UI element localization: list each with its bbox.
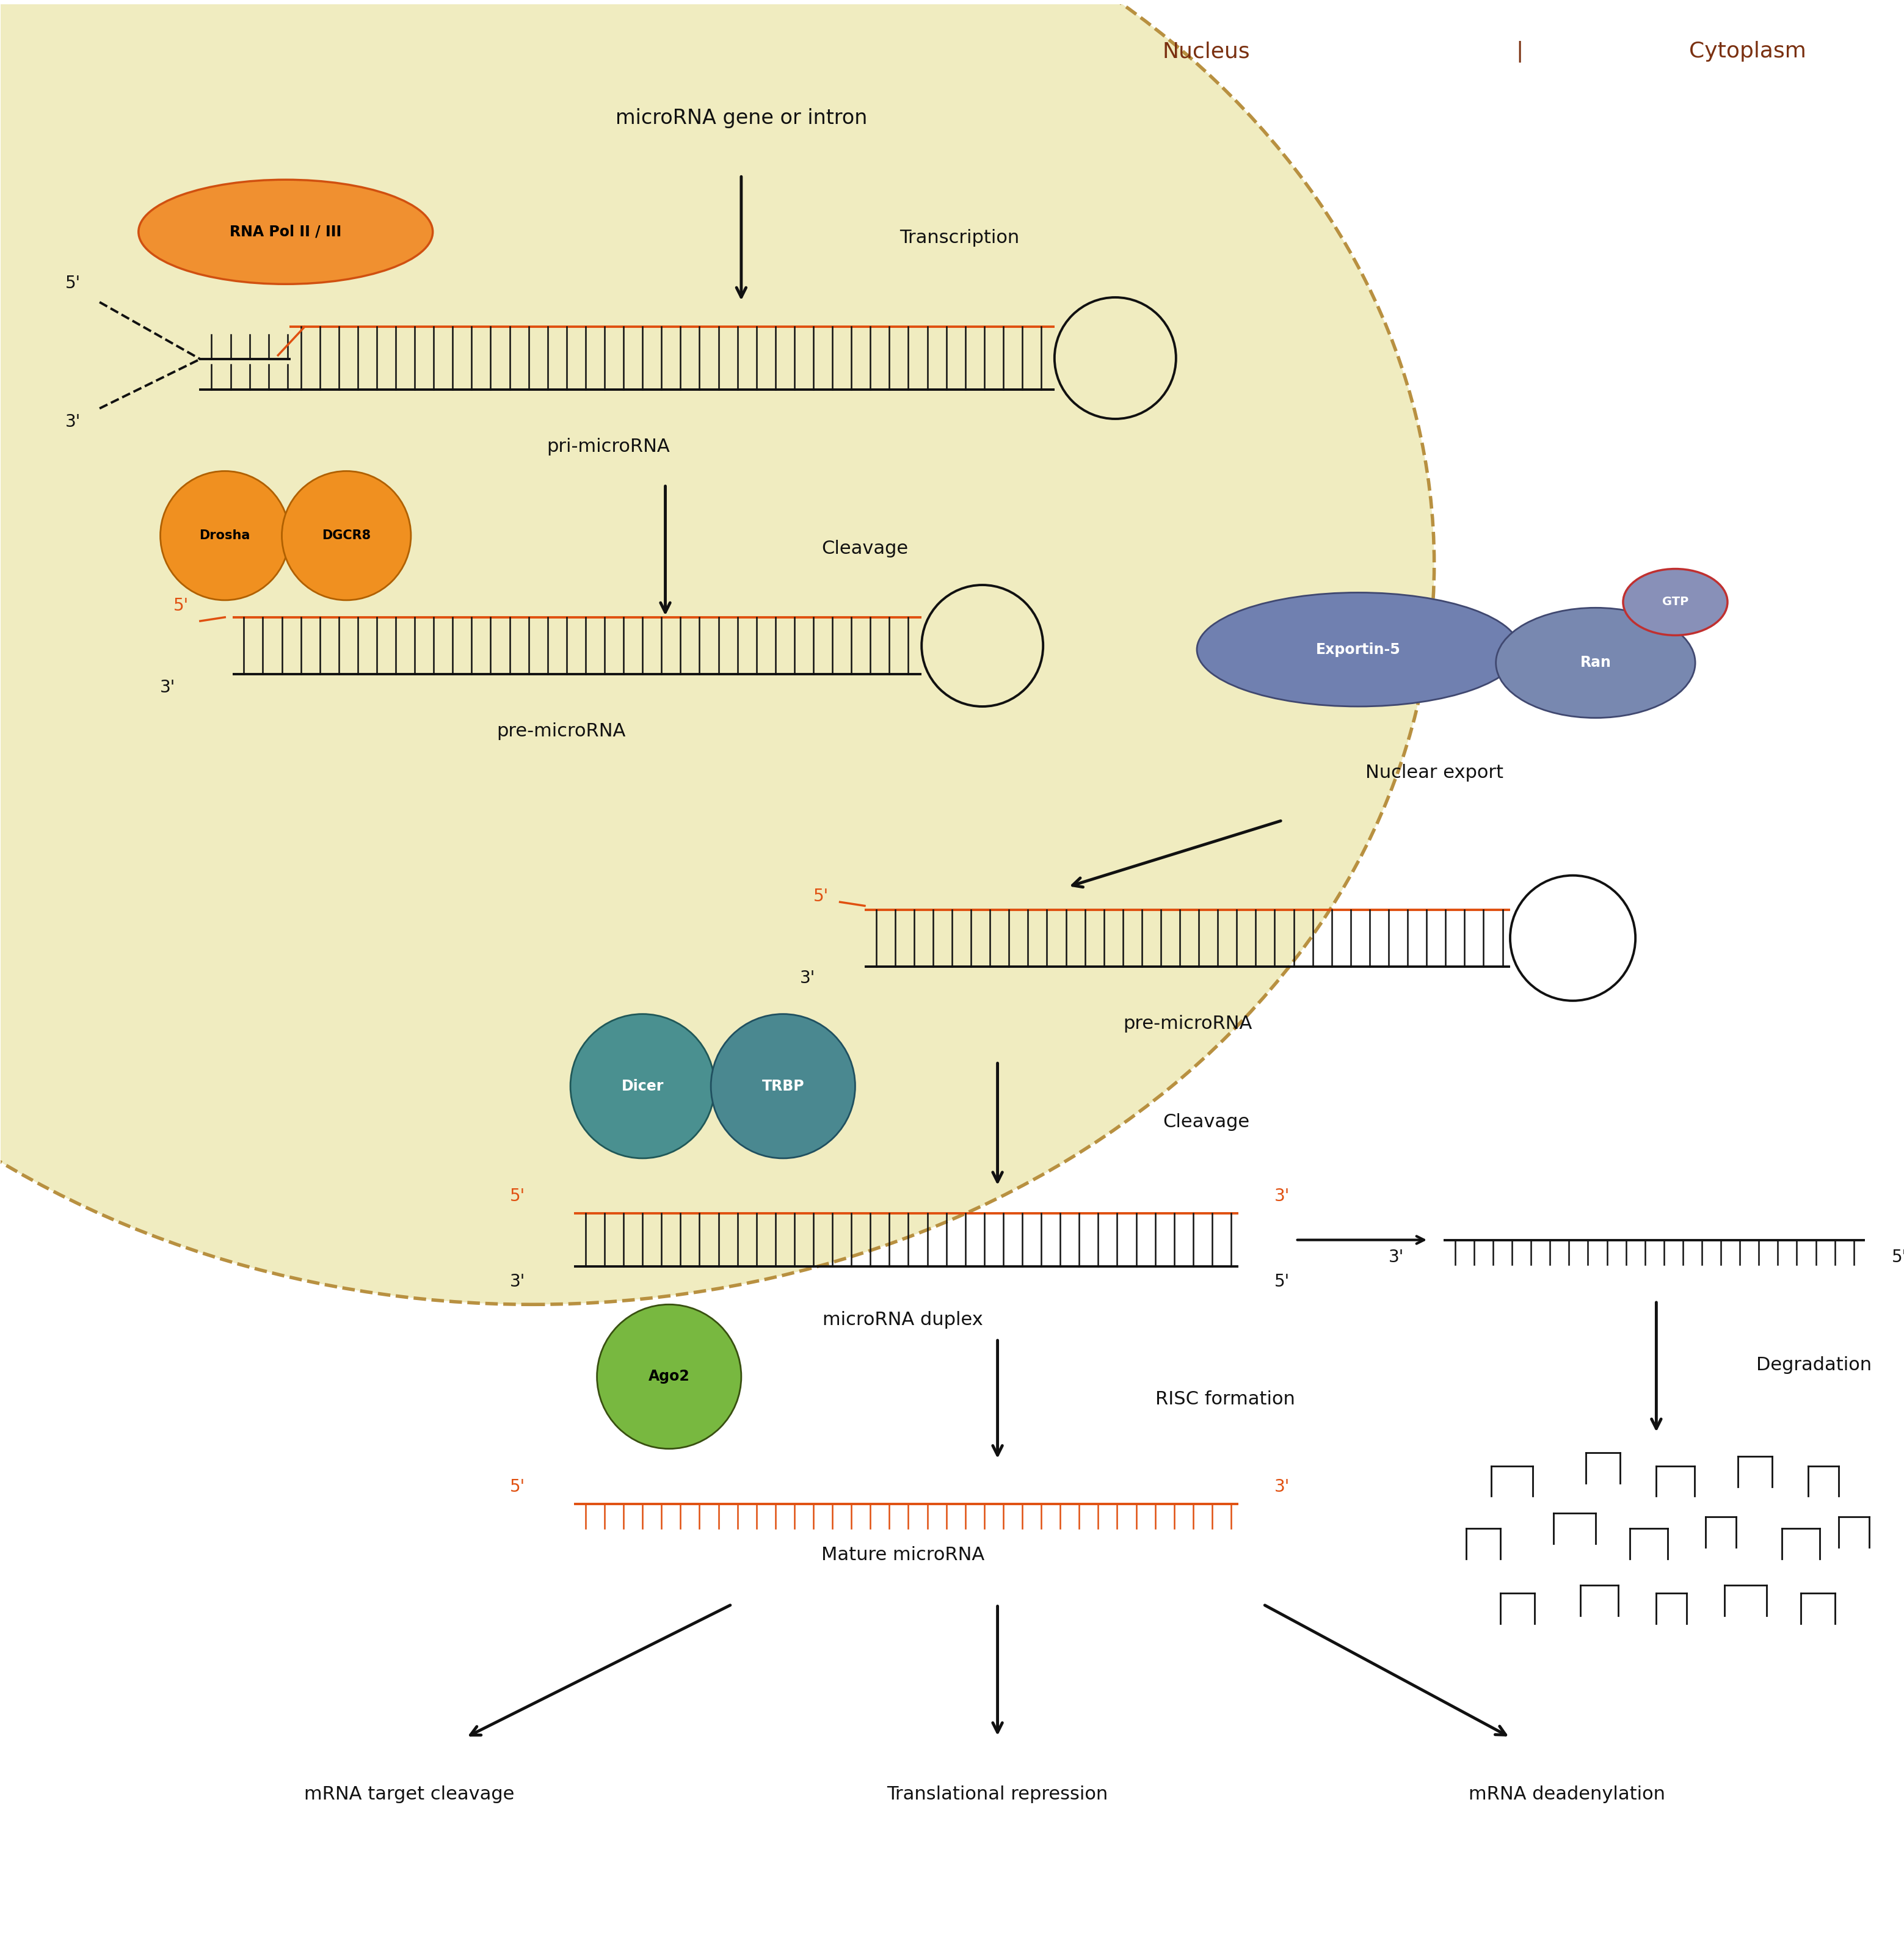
Text: 3': 3' (510, 1274, 526, 1290)
Text: Dicer: Dicer (621, 1079, 664, 1094)
Text: RNA Pol II / III: RNA Pol II / III (230, 225, 341, 238)
Text: 3': 3' (160, 678, 175, 696)
Text: Nuclear export: Nuclear export (1365, 764, 1502, 782)
Text: microRNA duplex: microRNA duplex (823, 1311, 982, 1329)
Text: |: | (1516, 41, 1523, 63)
Circle shape (282, 471, 411, 600)
Ellipse shape (1622, 569, 1727, 635)
Text: Exportin-5: Exportin-5 (1316, 643, 1401, 657)
Circle shape (710, 1014, 855, 1159)
Ellipse shape (1198, 592, 1519, 707)
Ellipse shape (1497, 608, 1695, 717)
Text: 5': 5' (510, 1477, 526, 1495)
Text: 3': 3' (1274, 1188, 1291, 1206)
Text: Transcription: Transcription (901, 229, 1019, 246)
Text: 3': 3' (1388, 1249, 1403, 1266)
Text: Cytoplasm: Cytoplasm (1689, 41, 1807, 63)
Text: Ran: Ran (1580, 655, 1611, 670)
Text: pri-microRNA: pri-microRNA (546, 438, 670, 455)
Text: 5': 5' (65, 276, 80, 291)
Text: Cleavage: Cleavage (1163, 1114, 1249, 1131)
Text: Translational repression: Translational repression (887, 1786, 1108, 1804)
Text: 5': 5' (510, 1188, 526, 1206)
Text: 5': 5' (1893, 1249, 1904, 1266)
Circle shape (598, 1305, 741, 1448)
Text: Ago2: Ago2 (649, 1370, 689, 1383)
Text: pre-microRNA: pre-microRNA (497, 723, 625, 741)
Text: GTP: GTP (1662, 596, 1689, 608)
Ellipse shape (139, 180, 432, 283)
Circle shape (160, 471, 289, 600)
Text: 5': 5' (1274, 1274, 1291, 1290)
Text: 3': 3' (800, 969, 815, 987)
Text: Nucleus: Nucleus (1163, 41, 1251, 63)
Text: Cleavage: Cleavage (821, 539, 908, 557)
Text: RISC formation: RISC formation (1156, 1391, 1295, 1409)
Text: mRNA deadenylation: mRNA deadenylation (1468, 1786, 1666, 1804)
Text: microRNA gene or intron: microRNA gene or intron (615, 107, 866, 129)
Ellipse shape (0, 0, 1434, 1305)
Text: mRNA target cleavage: mRNA target cleavage (305, 1786, 514, 1804)
Text: 5': 5' (173, 598, 188, 614)
Text: Degradation: Degradation (1755, 1356, 1872, 1374)
Text: 3': 3' (65, 412, 80, 430)
Text: DGCR8: DGCR8 (322, 530, 371, 541)
Text: TRBP: TRBP (762, 1079, 803, 1094)
Circle shape (571, 1014, 714, 1159)
Text: 5': 5' (813, 887, 828, 905)
Text: pre-microRNA: pre-microRNA (1123, 1014, 1253, 1032)
Text: Drosha: Drosha (200, 530, 249, 541)
Text: 3': 3' (1274, 1477, 1291, 1495)
Text: Mature microRNA: Mature microRNA (821, 1546, 984, 1563)
